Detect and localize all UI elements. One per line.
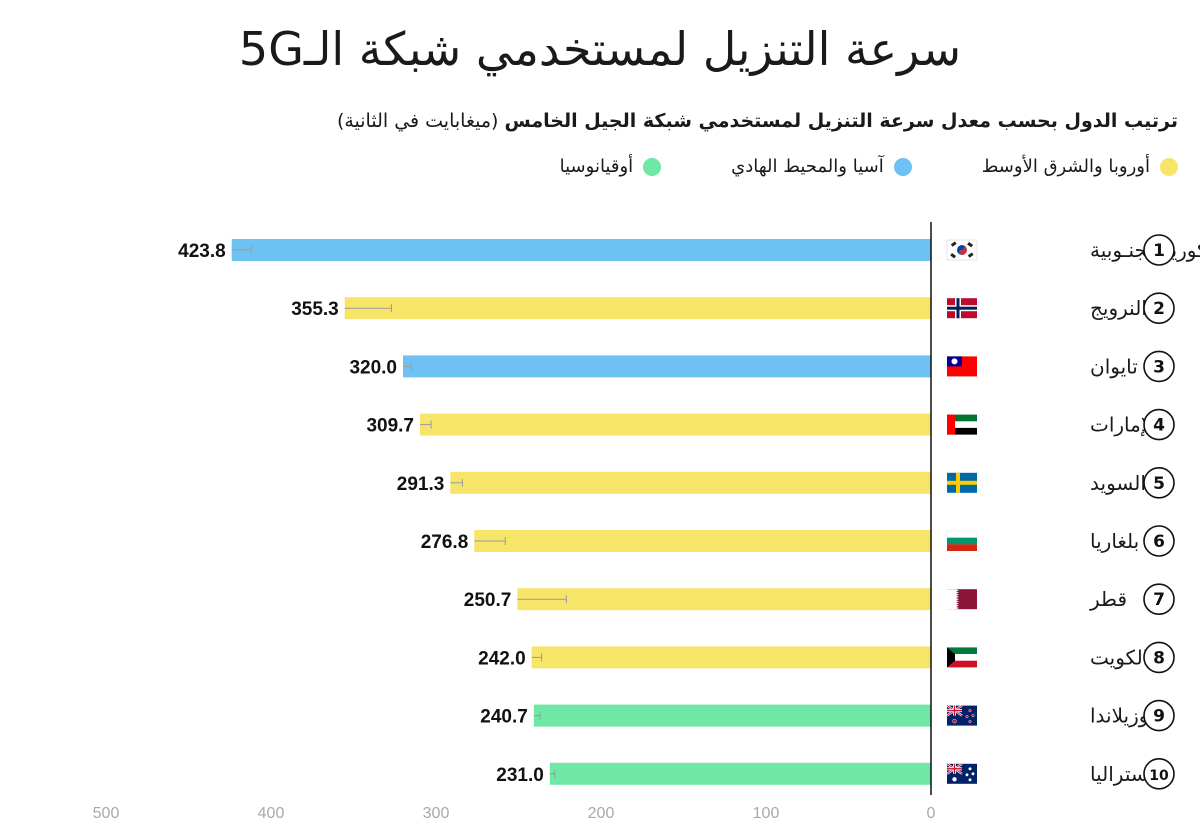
norway-flag-icon bbox=[947, 298, 977, 319]
south-korea-flag-icon bbox=[946, 239, 978, 261]
subtitle-main: ترتيب الدول بحسب معدل سرعة التنزيل لمستخ… bbox=[504, 110, 1179, 132]
bar bbox=[533, 704, 931, 727]
bar bbox=[549, 762, 931, 785]
australia-flag-icon bbox=[946, 762, 977, 784]
category-label: السويد bbox=[1090, 471, 1146, 495]
rank-label: 5 bbox=[1153, 474, 1165, 494]
legend-item-asia: آسيا والمحيط الهادي bbox=[731, 156, 912, 177]
legend-item-europe: أوروبا والشرق الأوسط bbox=[982, 156, 1178, 177]
legend-dot-europe bbox=[1160, 157, 1178, 176]
category-label: النرويج bbox=[1090, 296, 1147, 320]
rank-badge bbox=[1143, 234, 1175, 266]
x-tick-label: 0 bbox=[927, 805, 936, 822]
bar bbox=[344, 297, 931, 320]
legend-label-asia: آسيا والمحيط الهادي bbox=[731, 156, 884, 177]
rank-badge bbox=[1143, 641, 1175, 674]
bar bbox=[474, 530, 931, 552]
data-label: 291.3 bbox=[397, 474, 445, 495]
rank-badge bbox=[1143, 699, 1175, 732]
rank-label: 9 bbox=[1153, 707, 1165, 727]
subtitle-unit: (ميغابايت في الثانية) bbox=[336, 110, 499, 132]
data-label: 250.7 bbox=[464, 590, 512, 611]
bar bbox=[531, 646, 931, 669]
rank-label: 10 bbox=[1149, 768, 1169, 784]
x-tick-label: 200 bbox=[588, 805, 615, 822]
bar bbox=[517, 588, 931, 611]
legend: أوروبا والشرق الأوسط آسيا والمحيط الهادي… bbox=[560, 156, 1178, 177]
data-label: 276.8 bbox=[421, 532, 469, 553]
category-label: أستراليا bbox=[1090, 761, 1153, 786]
legend-dot-asia bbox=[893, 157, 912, 176]
rank-label: 3 bbox=[1153, 357, 1165, 377]
rank-label: 7 bbox=[1153, 590, 1165, 610]
x-tick-label: 500 bbox=[93, 805, 120, 822]
rank-badge bbox=[1143, 583, 1175, 616]
legend-label-oceania: أوقيانوسيا bbox=[559, 156, 634, 177]
rank-label: 2 bbox=[1153, 299, 1165, 319]
data-label: 423.8 bbox=[178, 241, 226, 262]
rank-label: 1 bbox=[1153, 241, 1165, 261]
x-tick-label: 400 bbox=[258, 805, 285, 822]
x-tick-label: 300 bbox=[423, 805, 450, 822]
rank-badge bbox=[1143, 292, 1175, 325]
data-label: 320.0 bbox=[349, 357, 397, 378]
rank-badge bbox=[1143, 350, 1175, 383]
chart-title: سرعة التنزيل لمستخدمي شبكة الـ5G bbox=[238, 22, 962, 76]
rank-badge bbox=[1143, 525, 1175, 557]
rank-label: 8 bbox=[1153, 648, 1165, 668]
new-zealand-flag-icon bbox=[946, 704, 977, 726]
bar bbox=[231, 239, 932, 261]
legend-item-oceania: أوقيانوسيا bbox=[560, 156, 662, 177]
bar bbox=[450, 471, 931, 494]
category-label: تايوان bbox=[1090, 354, 1138, 378]
uae-flag-icon bbox=[947, 414, 977, 435]
category-label: قطر bbox=[1089, 587, 1127, 611]
rank-badge bbox=[1143, 408, 1175, 441]
x-tick-label: 100 bbox=[753, 805, 780, 822]
bar bbox=[403, 355, 931, 378]
kuwait-flag-icon bbox=[947, 647, 977, 668]
data-label: 231.0 bbox=[496, 765, 544, 786]
qatar-flag-icon bbox=[947, 589, 977, 610]
legend-dot-oceania bbox=[643, 157, 662, 176]
data-label: 355.3 bbox=[291, 299, 339, 320]
data-label: 309.7 bbox=[366, 416, 414, 437]
rank-label: 4 bbox=[1153, 416, 1165, 436]
legend-label-europe: أوروبا والشرق الأوسط bbox=[981, 156, 1150, 177]
bar bbox=[419, 413, 931, 436]
category-label: بلغاريا bbox=[1090, 529, 1139, 553]
rank-badge bbox=[1143, 757, 1175, 790]
category-label: الكويت bbox=[1090, 645, 1148, 669]
rank-badge bbox=[1143, 466, 1175, 499]
bulgaria-flag-icon bbox=[946, 530, 978, 551]
rank-label: 6 bbox=[1153, 532, 1165, 552]
data-label: 240.7 bbox=[480, 707, 528, 728]
data-label: 242.0 bbox=[478, 648, 526, 669]
chart-subtitle: ترتيب الدول بحسب معدل سرعة التنزيل لمستخ… bbox=[78, 110, 1178, 132]
sweden-flag-icon bbox=[947, 472, 977, 493]
taiwan-flag-icon bbox=[947, 356, 977, 377]
